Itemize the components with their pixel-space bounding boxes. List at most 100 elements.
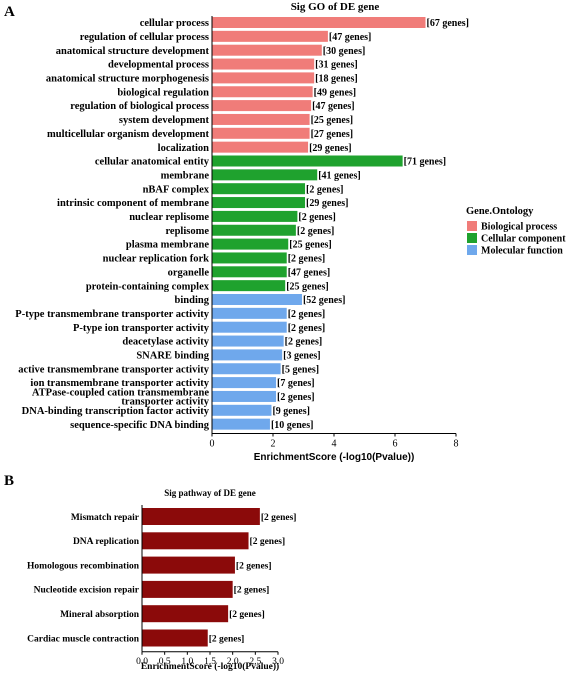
panel-b-x-axis: 0.0 0.5 1.0 1.5 2.0 2.5 3.0	[136, 505, 284, 667]
go-bar	[212, 252, 287, 264]
go-bar-data-label: [41 genes]	[318, 170, 361, 181]
go-bar-data-label: [2 genes]	[288, 254, 326, 265]
pathway-category-label: Cardiac muscle contraction	[27, 634, 140, 644]
x-tick-label: 4	[332, 439, 337, 450]
go-category-label: regulation of cellular process	[80, 32, 209, 43]
go-bar-data-label: [25 genes]	[289, 240, 332, 251]
pathway-bar-data-label: [2 genes]	[234, 586, 270, 596]
go-category-label: nBAF complex	[143, 184, 210, 195]
x-tick-label: 3.0	[272, 657, 284, 667]
legend-label: Biological process	[481, 222, 557, 233]
go-bar	[212, 321, 287, 333]
panel-b-letter: B	[4, 473, 14, 489]
go-bar-data-label: [27 genes]	[311, 129, 354, 140]
x-tick-label: 0.5	[159, 657, 171, 667]
go-bar-data-label: [10 genes]	[271, 420, 314, 431]
panel-a-bars: cellular process [67 genes] regulation of …	[15, 17, 469, 431]
go-bar-data-label: [2 genes]	[306, 184, 344, 195]
go-bar-data-label: [47 genes]	[288, 267, 331, 278]
go-category-label: ion transmembrane transporter activity	[30, 378, 209, 389]
go-bar-data-label: [7 genes]	[277, 378, 315, 389]
pathway-bar	[142, 532, 249, 550]
go-bar	[212, 44, 322, 56]
go-category-label: system development	[119, 115, 210, 126]
panel-b-bars: Mismatch repair [2 genes] DNA replication […	[27, 508, 296, 647]
pathway-bar	[142, 556, 235, 574]
go-category-label: P-type ion transporter activity	[73, 323, 210, 334]
legend-label: Cellular component	[481, 234, 566, 245]
panel-b-x-axis-title: EnrichmentScore (-log10(Pvalue))	[141, 661, 279, 672]
go-bar	[212, 224, 296, 236]
go-category-label: binding	[175, 295, 210, 306]
panel-a-x-axis: 0 2 4 6 8	[210, 16, 459, 450]
go-bar-data-label: [2 genes]	[298, 212, 336, 223]
go-bar-data-label: [18 genes]	[315, 74, 358, 85]
go-category-label: nuclear replication fork	[103, 254, 210, 265]
go-category-label: sequence-specific DNA binding	[70, 420, 210, 431]
go-category-label: multicellular organism development	[47, 129, 209, 140]
go-bar	[212, 30, 328, 42]
pathway-bar-data-label: [2 genes]	[261, 513, 297, 523]
go-bar-data-label: [9 genes]	[272, 406, 310, 417]
go-category-label: cellular anatomical entity	[95, 157, 210, 168]
go-category-label: membrane	[161, 170, 210, 181]
go-bar	[212, 307, 287, 319]
go-category-label: anatomical structure morphogenesis	[46, 74, 209, 85]
go-category-label: deacetylase activity	[122, 337, 209, 348]
go-bar	[212, 127, 310, 139]
legend-swatch	[467, 245, 477, 255]
pathway-category-label: Mismatch repair	[71, 513, 140, 523]
x-tick-label: 0.0	[136, 657, 148, 667]
go-bar-data-label: [29 genes]	[309, 143, 352, 154]
go-bar-data-label: [47 genes]	[312, 101, 355, 112]
x-tick-label: 8	[454, 439, 459, 450]
pathway-bar-data-label: [2 genes]	[229, 610, 265, 620]
go-category-label-line2: transporter activity	[121, 396, 209, 407]
go-category-label: regulation of biological process	[70, 101, 209, 112]
go-category-label: DNA-binding transcription factor activit…	[22, 406, 210, 417]
go-bar	[212, 86, 313, 98]
go-bar	[212, 155, 403, 167]
go-bar-data-label: [47 genes]	[329, 32, 372, 43]
go-bar	[212, 349, 283, 361]
pathway-category-label: Homologous recombination	[27, 561, 140, 571]
go-category-label: developmental process	[108, 60, 209, 71]
go-category-label: active transmembrane transporter activit…	[18, 364, 210, 375]
go-bar-data-label: [2 genes]	[285, 337, 323, 348]
go-category-label: localization	[158, 143, 209, 154]
pathway-bar	[142, 508, 260, 525]
go-bar	[212, 390, 277, 402]
pathway-category-label: Nucleotide excision repair	[34, 586, 140, 596]
pathway-bar-data-label: [2 genes]	[250, 537, 286, 547]
go-bar	[212, 210, 298, 222]
go-category-label: anatomical structure development	[56, 46, 210, 57]
go-bar	[212, 404, 272, 416]
go-bar-data-label: [3 genes]	[283, 351, 321, 362]
go-bar-data-label: [2 genes]	[277, 392, 315, 403]
go-bar	[212, 17, 426, 28]
x-tick-label: 2.0	[227, 657, 239, 667]
pathway-bar	[142, 629, 208, 647]
go-bar	[212, 363, 281, 375]
go-bar-data-label: [25 genes]	[286, 281, 329, 292]
panel-a-title: Sig GO of DE gene	[291, 1, 380, 13]
go-bar	[212, 238, 289, 250]
go-category-label: SNARE binding	[136, 351, 209, 362]
go-category-label: replisome	[165, 226, 209, 237]
go-bar	[212, 280, 286, 292]
go-category-label: intrinsic component of membrane	[57, 198, 209, 209]
go-bar-data-label: [67 genes]	[427, 18, 470, 29]
x-tick-label: 2	[271, 439, 276, 450]
go-bar-data-label: [52 genes]	[303, 295, 346, 306]
pathway-bar	[142, 580, 233, 598]
go-bar-data-label: [25 genes]	[311, 115, 354, 126]
go-bar-data-label: [2 genes]	[297, 226, 335, 237]
panel-a-letter: A	[4, 4, 15, 20]
legend-swatch	[467, 221, 477, 231]
go-bar	[212, 100, 312, 112]
legend-label: Molecular function	[481, 246, 563, 257]
go-bar-data-label: [49 genes]	[314, 87, 357, 98]
go-category-label: nuclear replisome	[129, 212, 209, 223]
